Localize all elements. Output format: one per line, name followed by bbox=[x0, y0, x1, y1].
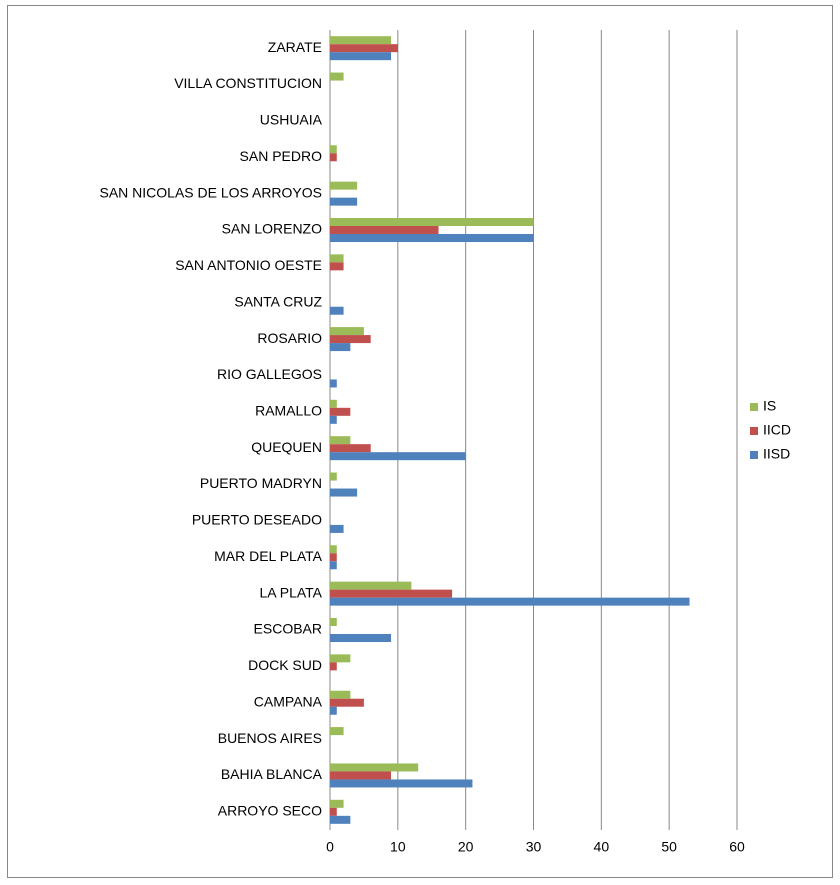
x-tick-label: 40 bbox=[594, 839, 610, 855]
bar bbox=[330, 589, 453, 598]
bar bbox=[330, 472, 337, 481]
y-tick-label: DOCK SUD bbox=[248, 657, 322, 673]
bar bbox=[330, 254, 344, 263]
bar bbox=[330, 545, 337, 554]
bar bbox=[330, 44, 398, 53]
bar bbox=[330, 415, 337, 424]
bar bbox=[330, 654, 351, 663]
chart-border bbox=[7, 5, 833, 878]
bar bbox=[330, 706, 337, 715]
bar bbox=[330, 690, 351, 699]
bar bbox=[330, 399, 337, 408]
bar bbox=[330, 634, 392, 642]
bar bbox=[330, 452, 466, 461]
bar bbox=[330, 153, 337, 162]
bar bbox=[330, 234, 534, 242]
bar bbox=[330, 36, 392, 45]
y-tick-label: SAN LORENZO bbox=[222, 221, 322, 237]
y-tick-label: MAR DEL PLATA bbox=[214, 548, 323, 564]
x-tick-label: 30 bbox=[526, 839, 542, 855]
bar bbox=[330, 597, 690, 606]
y-tick-label: PUERTO MADRYN bbox=[200, 475, 322, 491]
y-tick-label: ARROYO SECO bbox=[218, 803, 322, 819]
legend-label: IS bbox=[763, 398, 776, 414]
y-tick-label: RAMALLO bbox=[255, 403, 322, 419]
legend-label: IICD bbox=[763, 422, 791, 438]
bar bbox=[330, 581, 412, 590]
bar bbox=[330, 698, 364, 707]
bar bbox=[330, 306, 344, 315]
y-tick-label: SAN ANTONIO OESTE bbox=[175, 257, 322, 273]
y-tick-label: ZARATE bbox=[268, 39, 322, 55]
bar bbox=[330, 379, 337, 388]
bar bbox=[330, 436, 351, 445]
y-tick-label: BUENOS AIRES bbox=[218, 730, 322, 746]
x-tick-label: 50 bbox=[661, 839, 677, 855]
y-tick-label: VILLA CONSTITUCION bbox=[174, 75, 322, 91]
y-tick-label: CAMPANA bbox=[254, 693, 323, 709]
y-tick-label: BAHIA BLANCA bbox=[221, 766, 323, 782]
y-tick-label: ROSARIO bbox=[257, 330, 322, 346]
legend-label: IISD bbox=[763, 446, 790, 462]
bar bbox=[330, 145, 337, 154]
x-tick-label: 0 bbox=[326, 839, 334, 855]
bar bbox=[330, 807, 337, 816]
bar bbox=[330, 662, 337, 671]
legend-swatch bbox=[750, 451, 758, 459]
bar bbox=[330, 771, 392, 780]
bar bbox=[330, 218, 534, 226]
bar bbox=[330, 815, 351, 824]
bar bbox=[330, 779, 473, 788]
legend-swatch bbox=[750, 427, 758, 435]
bar bbox=[330, 327, 364, 336]
y-tick-label: PUERTO DESEADO bbox=[192, 512, 322, 528]
bar bbox=[330, 181, 358, 190]
y-tick-label: LA PLATA bbox=[259, 584, 322, 600]
y-tick-label: SAN PEDRO bbox=[240, 148, 323, 164]
bar bbox=[330, 444, 371, 453]
bar bbox=[330, 343, 351, 352]
bar bbox=[330, 727, 344, 736]
bar bbox=[330, 262, 344, 271]
bar bbox=[330, 618, 337, 626]
bar bbox=[330, 52, 392, 61]
bar bbox=[330, 488, 358, 497]
y-tick-label: QUEQUEN bbox=[251, 439, 322, 455]
y-tick-label: ESCOBAR bbox=[254, 621, 322, 637]
bar bbox=[330, 553, 337, 562]
bar bbox=[330, 407, 351, 416]
x-tick-label: 10 bbox=[390, 839, 406, 855]
bar bbox=[330, 197, 358, 206]
y-tick-label: RIO GALLEGOS bbox=[217, 366, 322, 382]
bar bbox=[330, 763, 419, 772]
x-tick-label: 60 bbox=[729, 839, 745, 855]
y-tick-label: USHUAIA bbox=[260, 112, 323, 128]
x-tick-label: 20 bbox=[458, 839, 474, 855]
bar bbox=[330, 335, 371, 344]
bar bbox=[330, 561, 337, 570]
bar bbox=[330, 524, 344, 533]
y-tick-label: SAN NICOLAS DE LOS ARROYOS bbox=[99, 184, 322, 200]
legend-swatch bbox=[750, 403, 758, 411]
bar bbox=[330, 226, 439, 234]
bar bbox=[330, 799, 344, 808]
bar bbox=[330, 72, 344, 81]
y-tick-label: SANTA CRUZ bbox=[234, 293, 322, 309]
